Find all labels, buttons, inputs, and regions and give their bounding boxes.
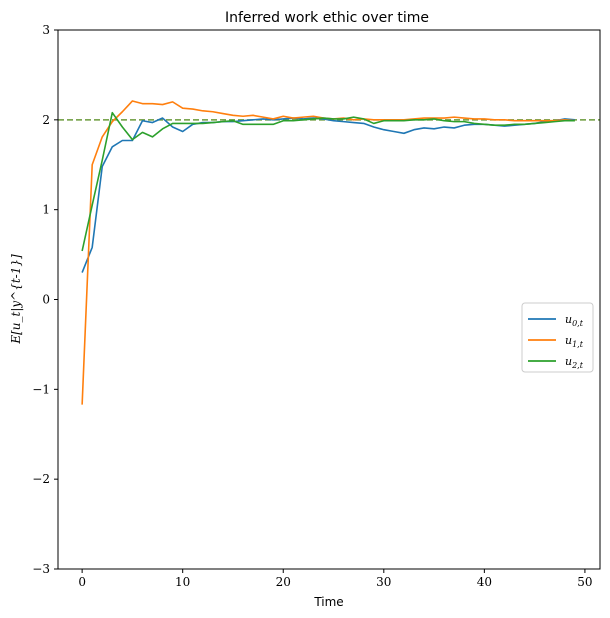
y-tick-label: −2 <box>32 472 50 486</box>
series-line-2 <box>81 111 575 252</box>
y-axis-title-group: E[u_t|y^{t-1}] <box>9 254 23 345</box>
x-axis-ticks: 0 10 20 30 40 50 <box>78 569 593 589</box>
y-tick-label: −3 <box>32 562 50 576</box>
x-tick-label: 50 <box>577 575 592 589</box>
y-axis-ticks: −3 −2 −1 0 1 2 3 <box>32 23 58 576</box>
x-tick-label: 40 <box>477 575 492 589</box>
y-axis-title: E[u_t|y^{t-1}] <box>9 254 23 345</box>
legend: u0,t u1,t u2,t <box>521 302 594 373</box>
legend-entries: u0,t u1,t u2,t <box>528 313 584 370</box>
x-tick-label: 10 <box>175 575 190 589</box>
x-axis-title: Time <box>313 595 343 609</box>
legend-label-1: u1,t <box>565 334 584 349</box>
legend-box <box>521 302 594 373</box>
plot-area-frame <box>57 29 601 570</box>
series-line-0 <box>81 117 575 273</box>
series-layer <box>81 100 575 405</box>
y-tick-label: 3 <box>42 23 50 37</box>
y-tick-label: 0 <box>42 293 50 307</box>
x-tick-label: 30 <box>376 575 391 589</box>
x-tick-label: 20 <box>276 575 291 589</box>
legend-label-0: u0,t <box>565 313 584 328</box>
y-tick-label: 1 <box>42 203 50 217</box>
legend-label-2: u2,t <box>565 355 584 370</box>
x-tick-label: 0 <box>78 575 86 589</box>
series-line-1 <box>81 100 575 405</box>
chart-title: Inferred work ethic over time <box>225 10 429 26</box>
y-tick-label: 2 <box>42 113 50 127</box>
y-tick-label: −1 <box>32 382 50 396</box>
